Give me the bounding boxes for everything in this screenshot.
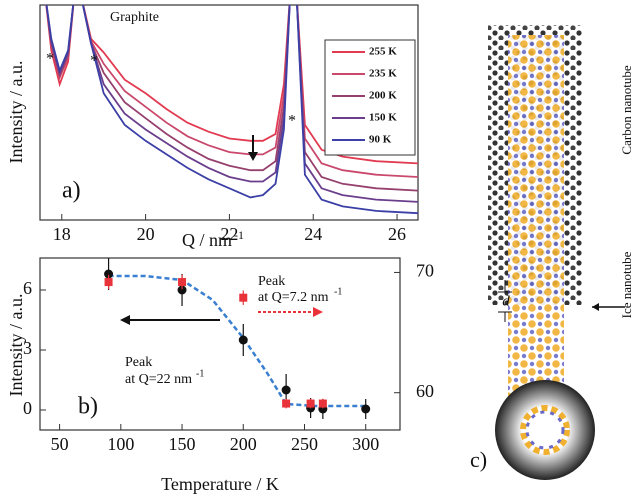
point: [361, 404, 371, 414]
spacing-label: d: [502, 293, 510, 309]
mask: [488, 305, 508, 410]
y2-tick-label: 60: [416, 381, 434, 401]
x-axis-label-sup: -1: [234, 228, 244, 242]
legend-label: 200 K: [369, 90, 397, 102]
x-tick-label: 100: [107, 434, 134, 454]
annotation: *: [46, 51, 54, 68]
plot-frame: [39, 257, 401, 431]
y2-tick-label: 70: [416, 261, 434, 281]
y-axis-label: Intensity / a.u.: [6, 294, 26, 397]
x-axis-label: Temperature / K: [161, 474, 279, 494]
panel-label: a): [62, 178, 81, 204]
panel-label: c): [470, 447, 487, 472]
point: [238, 335, 248, 345]
annotation: Peak: [125, 355, 152, 370]
x-axis-label: Q / nm: [182, 230, 232, 250]
point: [239, 293, 248, 302]
x-tick-label: 22: [220, 224, 238, 244]
point: [306, 399, 315, 408]
arrow-head: [248, 152, 258, 161]
point: [104, 278, 113, 287]
pointer-head: [592, 303, 599, 311]
annotation: *: [90, 53, 98, 70]
annotation: -1: [334, 286, 342, 297]
point: [282, 399, 291, 408]
ice-ring: [520, 405, 570, 455]
legend-label: 255 K: [369, 46, 397, 58]
x-tick-label: 50: [51, 434, 69, 454]
annotation: Graphite: [110, 10, 159, 25]
y-tick-label: 6: [23, 278, 32, 298]
point: [104, 269, 114, 279]
annotation: Peak: [258, 274, 285, 289]
arrow-head: [120, 315, 130, 325]
annotation: at Q=22 nm: [125, 372, 192, 387]
arrow-head: [313, 307, 323, 317]
legend-label: 235 K: [369, 68, 397, 80]
y-tick-label: 0: [23, 398, 32, 418]
ice-ring-inner: [525, 410, 565, 450]
legend-box: [324, 39, 416, 156]
y-axis-label: Intensity / a.u.: [6, 61, 26, 164]
x-tick-label: 20: [137, 224, 155, 244]
y-tick-label: 3: [23, 338, 32, 358]
fit-line: [108, 274, 366, 408]
legend-label: 90 K: [369, 134, 392, 146]
panel-label: b): [78, 394, 98, 420]
x-tick-label: 24: [304, 224, 322, 244]
legend-label: 150 K: [369, 112, 397, 124]
lines: [45, 5, 418, 215]
x-tick-label: 18: [53, 224, 71, 244]
point: [177, 285, 187, 295]
annotation: at Q=7.2 nm: [258, 290, 329, 305]
annotation: -1: [196, 368, 204, 379]
inner-label: Ice nanotube: [619, 251, 634, 318]
nanotube-illustration: d Carbon nanotube Ice nanotube c): [470, 25, 634, 480]
point: [178, 278, 187, 287]
cross-section: [495, 380, 595, 480]
annotation: *: [288, 113, 296, 130]
outer-label: Carbon nanotube: [619, 65, 634, 154]
point: [281, 385, 291, 395]
ice-nanotube: [508, 35, 564, 410]
x-tick-label: 150: [169, 434, 196, 454]
point: [318, 399, 327, 408]
x-tick-label: 250: [291, 434, 318, 454]
x-tick-label: 300: [352, 434, 379, 454]
x-tick-label: 26: [388, 224, 406, 244]
series-line: [45, 5, 418, 215]
x-tick-label: 200: [230, 434, 257, 454]
